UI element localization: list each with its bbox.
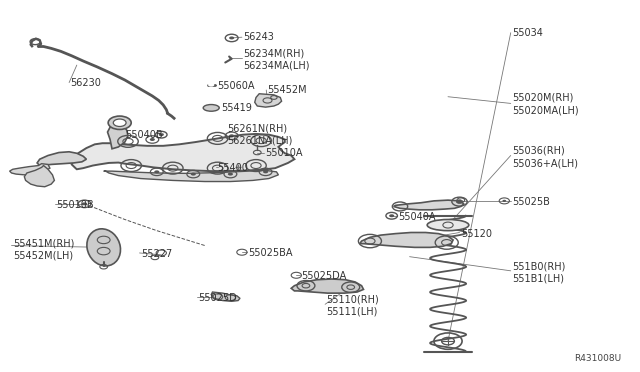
Text: R431008U: R431008U: [573, 354, 621, 363]
Text: 55400: 55400: [218, 163, 248, 173]
Circle shape: [191, 173, 196, 176]
Text: 55025DA: 55025DA: [301, 271, 346, 281]
Text: 55034: 55034: [512, 28, 543, 38]
Polygon shape: [211, 292, 240, 301]
Text: 55025BA: 55025BA: [248, 248, 293, 258]
Polygon shape: [24, 166, 54, 187]
Ellipse shape: [428, 219, 468, 231]
Circle shape: [82, 202, 87, 205]
Text: 55010B: 55010B: [56, 200, 94, 209]
Text: 55036(RH)
55036+A(LH): 55036(RH) 55036+A(LH): [512, 146, 578, 168]
Circle shape: [108, 116, 131, 129]
Circle shape: [229, 36, 234, 39]
Text: 55452M: 55452M: [268, 85, 307, 95]
Text: 55227: 55227: [141, 249, 172, 259]
Polygon shape: [10, 164, 50, 175]
Polygon shape: [360, 232, 453, 247]
Text: 551B0(RH)
551B1(LH): 551B0(RH) 551B1(LH): [512, 261, 565, 283]
Ellipse shape: [87, 229, 120, 266]
Text: 55040B: 55040B: [125, 130, 163, 140]
Text: 55025B: 55025B: [512, 197, 550, 206]
Circle shape: [389, 214, 394, 217]
Polygon shape: [37, 152, 86, 166]
Text: 56234M(RH)
56234MA(LH): 56234M(RH) 56234MA(LH): [243, 48, 310, 71]
Polygon shape: [108, 124, 128, 149]
Circle shape: [263, 170, 268, 173]
Circle shape: [208, 83, 214, 87]
Circle shape: [228, 173, 233, 176]
Circle shape: [113, 119, 126, 126]
Polygon shape: [291, 279, 364, 293]
Text: 56230: 56230: [70, 78, 101, 87]
Polygon shape: [394, 200, 464, 210]
Circle shape: [456, 200, 463, 203]
Text: 55020M(RH)
55020MA(LH): 55020M(RH) 55020MA(LH): [512, 93, 579, 115]
Text: 55110(RH)
55111(LH): 55110(RH) 55111(LH): [326, 295, 379, 317]
Text: 56261N(RH)
56261NA(LH): 56261N(RH) 56261NA(LH): [227, 124, 292, 146]
Text: 55025D: 55025D: [198, 293, 237, 302]
Circle shape: [150, 138, 155, 141]
Circle shape: [502, 200, 506, 202]
Text: 55451M(RH)
55452M(LH): 55451M(RH) 55452M(LH): [13, 238, 74, 260]
Text: 55010A: 55010A: [266, 148, 303, 158]
Text: 56243: 56243: [243, 32, 274, 42]
Circle shape: [154, 170, 159, 173]
Text: 55060A: 55060A: [218, 81, 255, 90]
Circle shape: [159, 133, 164, 136]
Text: 55419: 55419: [221, 103, 252, 113]
Polygon shape: [104, 170, 278, 182]
Polygon shape: [72, 134, 294, 171]
Circle shape: [229, 134, 234, 137]
Ellipse shape: [204, 105, 219, 111]
Text: 55040A: 55040A: [398, 212, 436, 221]
Text: 55120: 55120: [461, 229, 492, 238]
Polygon shape: [255, 94, 282, 107]
